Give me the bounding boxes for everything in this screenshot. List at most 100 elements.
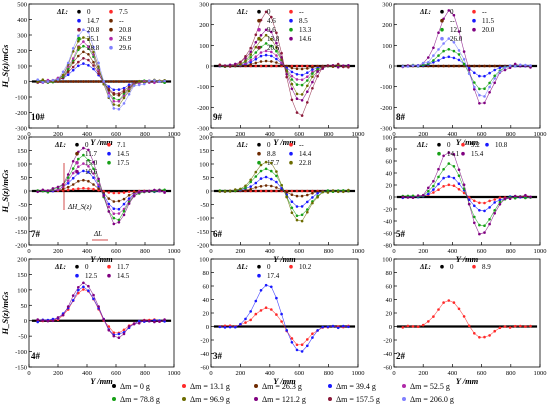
data-point bbox=[137, 83, 141, 87]
data-point bbox=[457, 182, 461, 185]
data-point bbox=[56, 185, 60, 189]
data-point bbox=[295, 64, 299, 68]
data-point bbox=[416, 325, 420, 329]
data-point bbox=[295, 343, 299, 347]
legend-label: 0 bbox=[267, 263, 271, 271]
x-tick-label: 400 bbox=[448, 248, 458, 255]
data-point bbox=[493, 77, 497, 80]
x-tick-label: 0 bbox=[27, 248, 30, 255]
data-point bbox=[427, 56, 430, 59]
data-point bbox=[77, 64, 80, 68]
data-point bbox=[77, 286, 80, 289]
data-point bbox=[254, 186, 258, 189]
data-point bbox=[97, 177, 100, 181]
legend-marker bbox=[75, 273, 79, 278]
data-point bbox=[285, 190, 289, 194]
mass-legend-marker bbox=[402, 384, 406, 388]
data-point bbox=[122, 96, 126, 100]
data-point bbox=[447, 151, 451, 154]
data-point bbox=[254, 189, 258, 193]
series-2-1 bbox=[401, 299, 532, 339]
data-point bbox=[112, 216, 116, 220]
data-point bbox=[117, 207, 121, 211]
data-point bbox=[306, 344, 309, 348]
panel-id: 8# bbox=[396, 112, 406, 122]
series-line bbox=[37, 282, 165, 339]
data-point bbox=[503, 325, 507, 328]
data-point bbox=[498, 196, 502, 199]
series-10-5 bbox=[36, 50, 166, 97]
data-point bbox=[427, 192, 430, 196]
data-point bbox=[122, 102, 126, 105]
data-point bbox=[493, 209, 497, 212]
legend-marker bbox=[107, 160, 111, 165]
data-point bbox=[56, 188, 60, 191]
data-point bbox=[457, 188, 461, 191]
data-point bbox=[467, 324, 471, 328]
data-point bbox=[92, 160, 95, 164]
y-tick-label: 80 bbox=[386, 147, 393, 154]
y-tick-label: 0 bbox=[389, 195, 392, 202]
x-tick-label: 0 bbox=[392, 370, 395, 377]
x-tick-label: 200 bbox=[236, 248, 246, 255]
mass-legend-label: Δm = 0 g bbox=[120, 382, 150, 391]
legend-label: 0 bbox=[267, 8, 271, 16]
data-point bbox=[264, 175, 268, 179]
data-point bbox=[331, 324, 335, 328]
data-point bbox=[295, 67, 299, 71]
dl-annotation: ΔL bbox=[93, 230, 102, 238]
data-point bbox=[66, 61, 70, 65]
data-point bbox=[249, 62, 252, 66]
data-point bbox=[112, 222, 116, 226]
data-point bbox=[218, 63, 222, 67]
x-tick-label: 400 bbox=[82, 248, 92, 255]
series-4-1 bbox=[36, 288, 166, 335]
data-point bbox=[290, 211, 294, 214]
legend-label: 15.0 bbox=[85, 159, 98, 167]
data-point bbox=[77, 165, 80, 168]
data-point bbox=[290, 189, 294, 193]
data-point bbox=[411, 196, 415, 199]
x-tick-label: 0 bbox=[27, 131, 30, 138]
data-point bbox=[92, 187, 95, 191]
data-point bbox=[300, 64, 304, 68]
legend-marker bbox=[472, 18, 476, 23]
data-point bbox=[153, 320, 156, 324]
data-point bbox=[259, 169, 263, 173]
data-point bbox=[36, 318, 39, 321]
y-tick-label: -300 bbox=[380, 126, 392, 133]
data-point bbox=[132, 194, 136, 198]
data-point bbox=[228, 190, 232, 193]
data-point bbox=[452, 165, 456, 168]
series-line bbox=[37, 147, 165, 225]
data-point bbox=[437, 175, 440, 179]
data-point bbox=[122, 80, 126, 83]
data-point bbox=[153, 79, 156, 82]
y-tick-label: 100 bbox=[17, 287, 27, 294]
data-point bbox=[122, 86, 126, 90]
data-point bbox=[254, 55, 258, 58]
data-point bbox=[117, 199, 121, 203]
data-point bbox=[493, 201, 497, 204]
data-point bbox=[473, 85, 476, 89]
data-point bbox=[488, 222, 491, 226]
x-tick-label: 0 bbox=[392, 131, 395, 138]
data-point bbox=[127, 83, 131, 86]
x-tick-label: 200 bbox=[418, 370, 428, 377]
data-point bbox=[442, 64, 445, 68]
data-point bbox=[483, 87, 486, 90]
data-point bbox=[311, 75, 314, 79]
data-point bbox=[316, 192, 319, 195]
data-point bbox=[437, 308, 440, 311]
legend-marker bbox=[289, 27, 293, 32]
data-point bbox=[82, 57, 85, 60]
data-point bbox=[432, 59, 435, 62]
mass-legend-label: Δm = 96.9 g bbox=[190, 395, 230, 404]
x-tick-label: 600 bbox=[111, 248, 121, 255]
data-point bbox=[264, 33, 268, 37]
y-tick-label: -100 bbox=[15, 349, 27, 356]
data-point bbox=[112, 212, 116, 215]
plot-frame bbox=[28, 258, 175, 368]
legend-marker bbox=[257, 273, 261, 278]
